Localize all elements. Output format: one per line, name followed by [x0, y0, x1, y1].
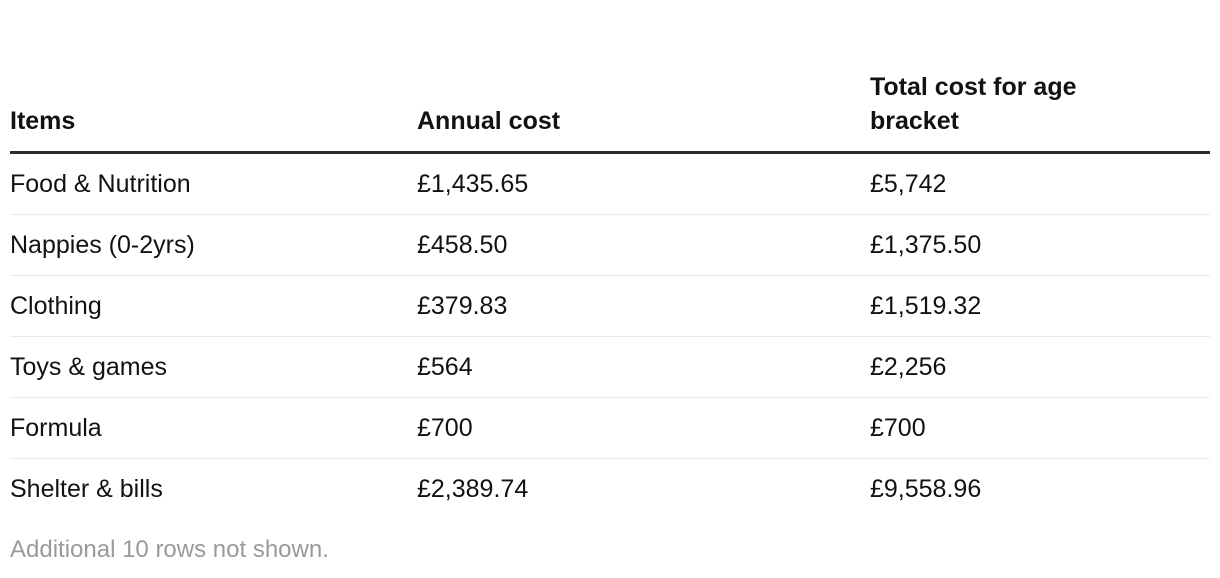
item-cell: Shelter & bills: [10, 475, 163, 503]
column-header-items: Items: [10, 70, 417, 154]
child-costs-table: Items Annual cost Total cost for age bra…: [10, 70, 1210, 519]
total-cost-cell: £2,256: [870, 336, 1210, 398]
annual-cost-cell: £379.83: [417, 275, 870, 337]
table-row: Toys & games £564 £2,256: [10, 336, 1210, 398]
rows-not-shown-note: Additional 10 rows not shown.: [10, 536, 329, 563]
table-row: Food & Nutrition £1,435.65 £5,742: [10, 152, 1210, 215]
item-cell: Formula: [10, 397, 417, 459]
annual-cost-cell: £700: [417, 397, 870, 459]
total-cost-cell: £1,375.50: [870, 214, 1210, 276]
item-cell: Clothing: [10, 275, 417, 337]
column-header-total-cost-label: Total cost for age bracket: [870, 73, 1077, 135]
column-header-total-cost: Total cost for age bracket: [870, 70, 1210, 154]
annual-cost-cell: £2,389.74: [417, 475, 529, 503]
total-cost-cell: £9,558.96: [870, 475, 982, 503]
item-cell: Food & Nutrition: [10, 152, 417, 215]
table-body: Food & Nutrition £1,435.65 £5,742 Nappie…: [10, 152, 1210, 520]
total-cost-cell: £1,519.32: [870, 275, 1210, 337]
annual-cost-cell: £1,435.65: [417, 152, 870, 215]
table-row: Clothing £379.83 £1,519.32: [10, 275, 1210, 337]
column-header-items-label: Items: [10, 107, 76, 135]
total-cost-cell: £700: [870, 397, 1210, 459]
column-header-annual-cost: Annual cost: [417, 70, 870, 154]
table-row: Formula £700 £700: [10, 397, 1210, 459]
item-cell: Toys & games: [10, 336, 417, 398]
table-header: Items Annual cost Total cost for age bra…: [10, 70, 1210, 154]
table-row: Shelter & bills £2,389.74 £9,558.96: [10, 459, 1210, 520]
column-header-annual-cost-label: Annual cost: [417, 107, 561, 135]
total-cost-cell: £5,742: [870, 152, 1210, 215]
annual-cost-cell: £564: [417, 336, 870, 398]
header-row: Items Annual cost Total cost for age bra…: [10, 70, 1210, 154]
table-row: Nappies (0-2yrs) £458.50 £1,375.50: [10, 214, 1210, 276]
annual-cost-cell: £458.50: [417, 214, 870, 276]
item-cell: Nappies (0-2yrs): [10, 214, 417, 276]
